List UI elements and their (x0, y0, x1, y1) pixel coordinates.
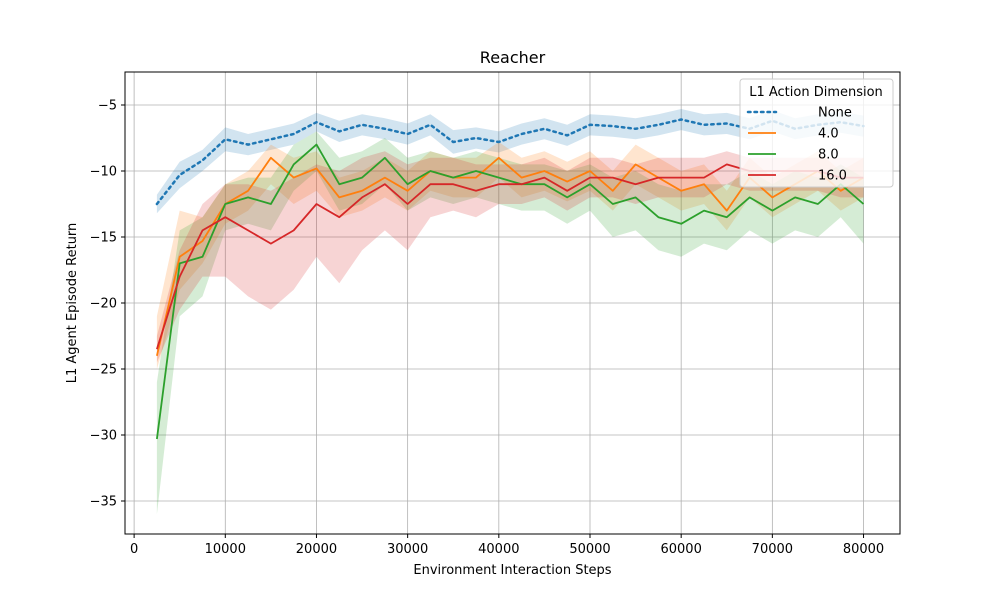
x-tick-label: 50000 (569, 542, 610, 557)
x-tick-label: 30000 (387, 542, 428, 557)
y-tick-label: −5 (98, 99, 117, 114)
x-tick-label: 10000 (205, 542, 246, 557)
x-tick-label: 40000 (478, 542, 519, 557)
y-tick-label: −20 (90, 297, 117, 312)
x-tick-label: 60000 (660, 542, 701, 557)
legend-box (739, 78, 894, 188)
grid (125, 72, 900, 534)
legend-title: L1 Action Dimension (749, 85, 883, 100)
series-16-0-band (156, 151, 864, 363)
confidence-bands (156, 109, 864, 515)
chart-title: Reacher (480, 48, 546, 67)
y-axis-label: L1 Agent Episode Return (65, 223, 80, 384)
series-8-0-band (156, 131, 864, 515)
series-8-0-legend-label: 8.0 (818, 148, 839, 163)
y-tick-label: −35 (90, 495, 117, 510)
x-tick-label: 80000 (843, 542, 884, 557)
series-none-band (156, 109, 864, 214)
y-tick-label: −25 (90, 363, 117, 378)
x-tick-label: 0 (130, 542, 138, 557)
x-axis-label: Environment Interaction Steps (413, 563, 611, 578)
x-tick-label: 20000 (296, 542, 337, 557)
series-8-0-line (156, 143, 865, 440)
y-tick-label: −10 (90, 165, 117, 180)
x-tick-label: 70000 (752, 542, 793, 557)
y-tick-label: −30 (90, 429, 117, 444)
legend: L1 Action Dimension None 4.0 8.0 16.0 (739, 78, 894, 188)
y-tick-label: −15 (90, 231, 117, 246)
series-16-0-legend-label: 16.0 (818, 169, 847, 184)
axis-ticks: 0 10000 20000 30000 40000 50000 60000 70000 8000… (90, 99, 885, 558)
series-4-0-legend-label: 4.0 (818, 127, 839, 142)
series-none-legend-label: None (818, 106, 852, 121)
series-4-0-band (156, 142, 864, 369)
